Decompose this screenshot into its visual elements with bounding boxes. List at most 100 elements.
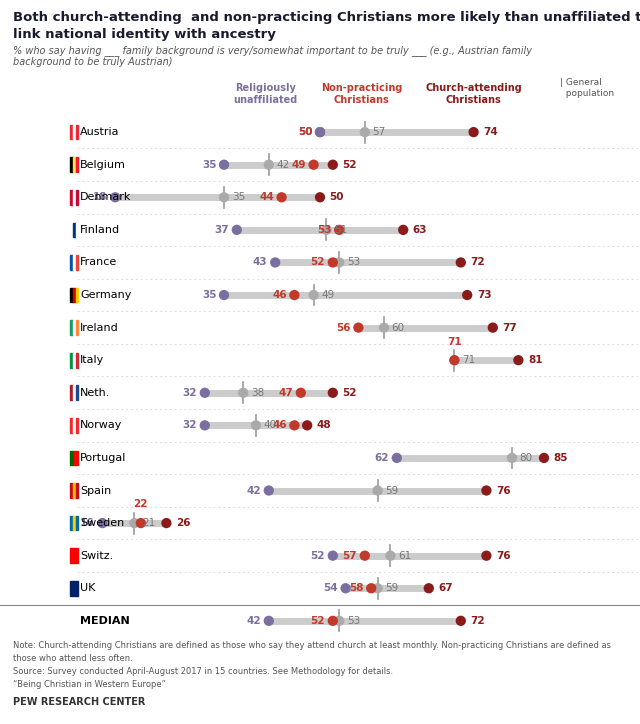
Point [110, 192, 120, 203]
Bar [73, 385, 76, 400]
Point [456, 257, 466, 269]
Text: 38: 38 [251, 388, 264, 397]
Text: 67: 67 [438, 584, 453, 593]
Text: 50: 50 [330, 193, 344, 202]
Text: 26: 26 [176, 518, 191, 528]
Text: 50: 50 [298, 127, 312, 137]
Point [379, 321, 389, 333]
Point [353, 321, 364, 333]
Text: Church-attending
Christians: Church-attending Christians [425, 83, 522, 105]
Text: 61: 61 [398, 551, 412, 560]
Text: 40: 40 [264, 421, 277, 430]
Point [200, 387, 210, 398]
Point [315, 126, 325, 138]
Bar [76, 255, 78, 270]
Text: 71: 71 [462, 355, 476, 365]
Bar [76, 222, 78, 237]
Text: Note: Church-attending Christians are defined as those who say they attend churc: Note: Church-attending Christians are de… [13, 641, 611, 649]
Point [360, 550, 370, 562]
Point [129, 517, 140, 529]
Point [251, 420, 261, 432]
Text: 76: 76 [496, 486, 511, 495]
Bar [76, 125, 78, 140]
Point [315, 126, 325, 138]
Text: Belgium: Belgium [80, 160, 126, 169]
Bar [73, 320, 76, 335]
Point [219, 159, 229, 171]
Point [97, 517, 108, 529]
Bar [74, 450, 78, 466]
Text: 52: 52 [342, 388, 357, 397]
Text: 50: 50 [298, 127, 312, 137]
Text: 32: 32 [182, 421, 197, 430]
Text: 71: 71 [447, 337, 461, 347]
Point [321, 224, 332, 236]
Text: 16: 16 [80, 518, 95, 528]
Text: 59: 59 [385, 584, 399, 593]
Bar [73, 287, 76, 303]
Text: 35: 35 [232, 193, 245, 202]
Point [481, 550, 492, 562]
Text: link national identity with ancestry: link national identity with ancestry [13, 28, 276, 41]
Point [449, 355, 460, 366]
Text: 35: 35 [202, 160, 216, 169]
Point [219, 192, 229, 203]
Text: Non-practicing
Christians: Non-practicing Christians [321, 83, 403, 105]
Text: “Being Christian in Western Europe”: “Being Christian in Western Europe” [13, 680, 166, 689]
Bar [73, 222, 76, 237]
Bar [70, 222, 73, 237]
Point [289, 420, 300, 432]
Text: Finland: Finland [80, 225, 120, 235]
Text: 44: 44 [259, 193, 274, 202]
Text: Norway: Norway [80, 421, 122, 430]
Point [219, 290, 229, 301]
Point [340, 582, 351, 594]
Point [539, 452, 549, 464]
Text: Religiously
unaffiliated: Religiously unaffiliated [234, 83, 298, 105]
Point [462, 290, 472, 301]
Text: 52: 52 [310, 551, 325, 560]
Text: 80: 80 [520, 453, 533, 463]
Text: 81: 81 [528, 355, 543, 365]
Bar [73, 125, 76, 140]
Point [328, 257, 338, 269]
Text: 73: 73 [477, 290, 492, 300]
Point [392, 452, 402, 464]
Bar [70, 125, 73, 140]
Text: 58: 58 [349, 584, 364, 593]
Text: 21: 21 [142, 518, 156, 528]
Point [366, 582, 376, 594]
Bar [70, 418, 73, 433]
Point [328, 159, 338, 171]
Text: Germany: Germany [80, 290, 131, 300]
Bar [76, 157, 78, 172]
Text: 54: 54 [323, 584, 338, 593]
Text: 85: 85 [554, 453, 568, 463]
Point [334, 257, 344, 269]
Point [161, 517, 172, 529]
Bar [70, 190, 73, 205]
Text: Spain: Spain [80, 486, 111, 495]
Bar [76, 320, 78, 335]
Bar [70, 287, 73, 303]
Text: Switz.: Switz. [80, 551, 113, 560]
Bar [70, 581, 78, 596]
Text: 49: 49 [291, 160, 306, 169]
Text: PEW RESEARCH CENTER: PEW RESEARCH CENTER [13, 697, 145, 707]
Text: 42: 42 [246, 486, 261, 495]
Text: Denmark: Denmark [80, 193, 131, 202]
Point [507, 452, 517, 464]
Bar [70, 515, 73, 531]
Point [296, 387, 306, 398]
Text: Portugal: Portugal [80, 453, 126, 463]
Text: 32: 32 [182, 388, 197, 397]
Text: 77: 77 [502, 323, 517, 332]
Bar [73, 255, 76, 270]
Text: 56: 56 [336, 323, 351, 332]
Bar [76, 418, 78, 433]
Point [276, 192, 287, 203]
Text: MEDIAN: MEDIAN [80, 616, 130, 626]
Bar [73, 483, 76, 498]
Text: 53: 53 [347, 258, 360, 267]
Bar [70, 353, 73, 368]
